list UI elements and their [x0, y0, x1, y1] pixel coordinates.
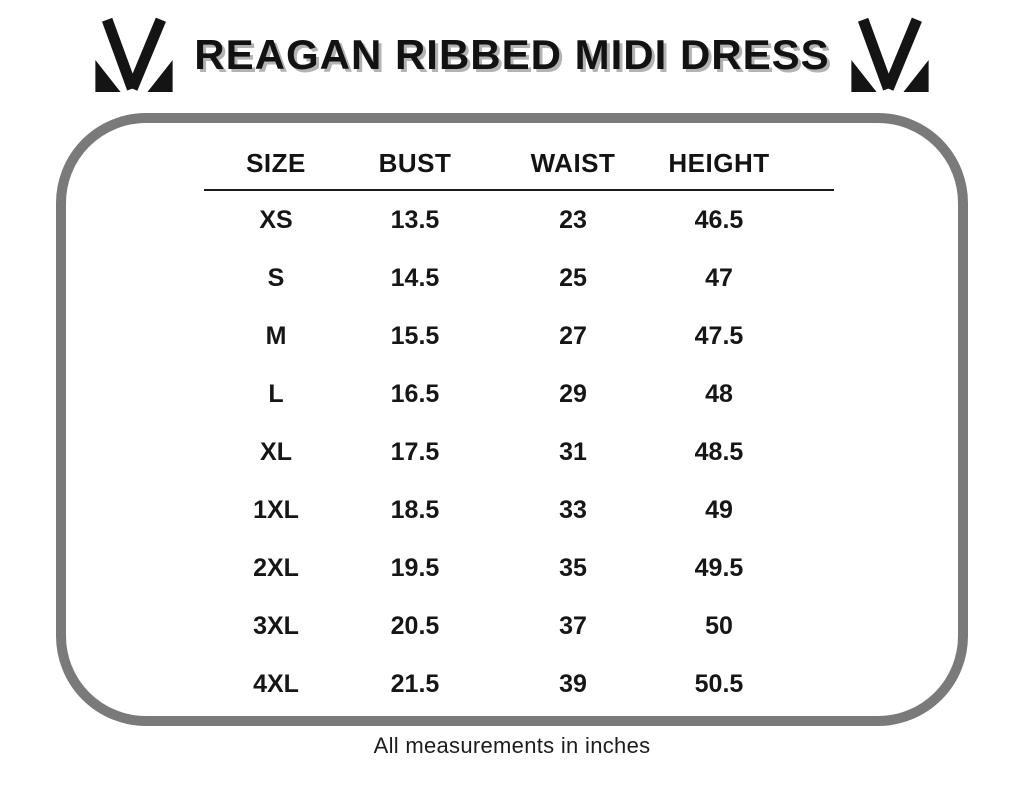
table-row: S 14.5 25 47 — [204, 249, 834, 307]
size-label-cell: L — [268, 379, 284, 408]
table-row: 3XL 20.5 37 50 — [204, 597, 834, 655]
size-table-header: SIZE BUST WAIST HEIGHT — [204, 137, 834, 189]
size-table-body: XS 13.5 23 46.5 S 14.5 25 47 M 15.5 27 4… — [204, 191, 834, 713]
size-label-cell: S — [267, 263, 285, 292]
waist-value-cell: 29 — [559, 379, 587, 408]
bust-value-cell: 19.5 — [390, 553, 440, 582]
height-value-cell: 49.5 — [694, 553, 744, 582]
height-value-cell: 47.5 — [694, 321, 744, 350]
bust-value-cell: 17.5 — [390, 437, 440, 466]
table-row: 4XL 21.5 39 50.5 — [204, 655, 834, 713]
height-value-cell: 48 — [705, 379, 733, 408]
page-title: REAGAN RIBBED MIDI DRESS — [194, 31, 830, 78]
waist-value-cell: 31 — [559, 437, 587, 466]
table-row: XS 13.5 23 46.5 — [204, 191, 834, 249]
header-underline — [204, 189, 834, 191]
size-chart: SIZE BUST WAIST HEIGHT XS 13.5 23 46.5 S… — [204, 137, 834, 713]
table-row: 2XL 19.5 35 49.5 — [204, 539, 834, 597]
column-header-height: HEIGHT — [668, 147, 770, 178]
bust-value-cell: 21.5 — [390, 669, 440, 698]
size-label-cell: 1XL — [253, 495, 299, 524]
waist-value-cell: 23 — [559, 205, 587, 234]
size-label-cell: 4XL — [253, 669, 299, 698]
size-label-cell: XL — [260, 437, 292, 466]
table-row: L 16.5 29 48 — [204, 365, 834, 423]
column-header-size: SIZE — [246, 147, 306, 178]
height-value-cell: 48.5 — [694, 437, 744, 466]
size-chart-frame — [56, 113, 968, 726]
bust-value-cell: 18.5 — [390, 495, 440, 524]
column-header-bust: BUST — [378, 147, 452, 178]
waist-value-cell: 39 — [559, 669, 587, 698]
waist-value-cell: 35 — [559, 553, 587, 582]
bust-value-cell: 15.5 — [390, 321, 440, 350]
height-value-cell: 50 — [705, 611, 733, 640]
size-label-cell: 3XL — [253, 611, 299, 640]
size-label-cell: M — [265, 321, 287, 350]
waist-value-cell: 27 — [559, 321, 587, 350]
bust-value-cell: 14.5 — [390, 263, 440, 292]
measurement-note: All measurements in inches — [373, 733, 651, 758]
bust-value-cell: 13.5 — [390, 205, 440, 234]
height-value-cell: 46.5 — [694, 205, 744, 234]
header: REAGAN RIBBED MIDI DRESS — [0, 0, 1024, 110]
table-row: XL 17.5 31 48.5 — [204, 423, 834, 481]
waist-value-cell: 37 — [559, 611, 587, 640]
bust-value-cell: 20.5 — [390, 611, 440, 640]
footer: All measurements in inches — [0, 733, 1024, 759]
column-header-waist: WAIST — [530, 147, 616, 178]
brand-logo-right-icon — [851, 17, 929, 92]
brand-logo-left-icon — [95, 17, 173, 92]
waist-value-cell: 25 — [559, 263, 587, 292]
bust-value-cell: 16.5 — [390, 379, 440, 408]
height-value-cell: 50.5 — [694, 669, 744, 698]
size-label-cell: 2XL — [253, 553, 299, 582]
table-row: M 15.5 27 47.5 — [204, 307, 834, 365]
height-value-cell: 47 — [705, 263, 733, 292]
height-value-cell: 49 — [705, 495, 733, 524]
size-label-cell: XS — [259, 205, 293, 234]
waist-value-cell: 33 — [559, 495, 587, 524]
table-row: 1XL 18.5 33 49 — [204, 481, 834, 539]
